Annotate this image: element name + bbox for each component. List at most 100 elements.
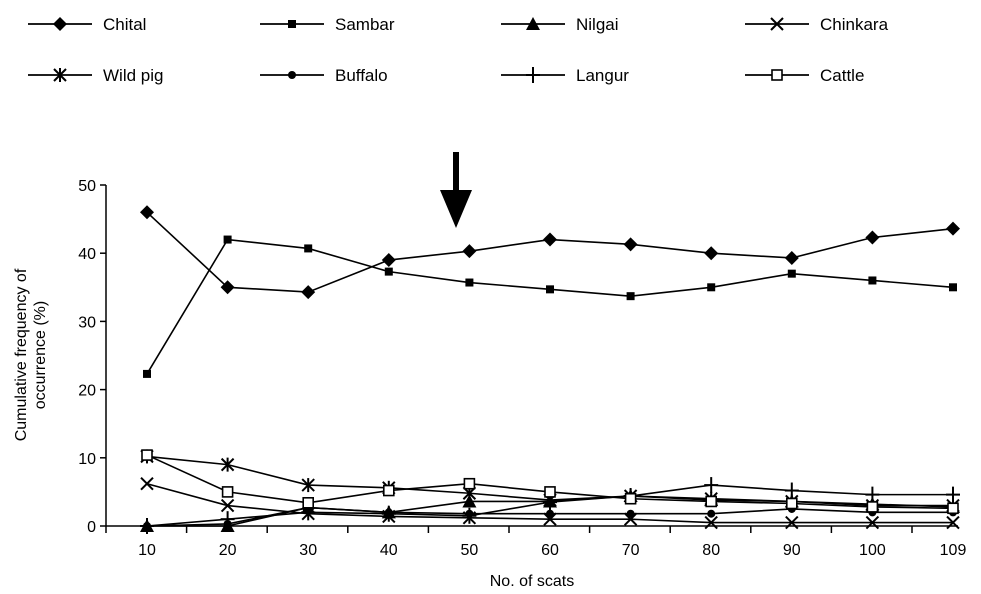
x-tick-label: 70 [622,542,640,559]
data-point [140,477,154,491]
data-point [626,509,635,518]
data-point [301,478,315,493]
data-point [784,482,799,499]
data-point [301,285,316,300]
legend-label: Chital [103,15,146,34]
annotation-arrow [440,152,472,228]
x-axis-ticks: 10 20 30 40 50 60 70 80 90 100 109 [105,526,967,559]
data-point [707,283,716,292]
data-point [544,486,556,498]
data-point [623,237,638,252]
data-point [382,484,395,497]
data-point [866,501,879,513]
legend-item-sambar: Sambar [260,15,395,34]
legend-item-chital: Chital [28,15,146,34]
legend-marker [288,71,296,79]
legend-marker [288,20,296,28]
data-point [462,494,477,508]
y-tick-label: 30 [78,314,96,331]
data-point [704,246,719,261]
data-point [785,515,799,530]
data-point [381,253,396,268]
data-point [304,244,313,253]
data-point [140,205,154,220]
data-point [865,515,880,530]
data-point [141,449,153,461]
data-point [543,232,557,247]
x-tick-label: 20 [219,542,237,559]
data-point [705,495,718,508]
data-point [623,512,638,526]
y-tick-label: 20 [78,383,96,400]
data-point [384,267,393,276]
legend-marker [53,68,67,82]
x-tick-label: 40 [380,542,398,559]
data-point [946,515,960,530]
data-point [707,509,716,518]
data-point [626,292,635,301]
x-tick-label: 30 [299,542,317,559]
data-point [220,498,235,513]
data-point [381,505,396,522]
data-point [704,477,719,494]
x-tick-label: 50 [461,542,479,559]
legend-item-nilgai: Nilgai [501,15,619,34]
data-point [947,502,959,515]
legend-item-buffalo: Buffalo [260,66,388,85]
data-point [865,230,880,245]
legend-marker [526,67,540,83]
legend-label: Buffalo [335,66,388,85]
data-point [220,511,235,528]
x-tick-label: 109 [940,542,967,559]
series-line [146,211,954,293]
legend-marker [53,17,67,31]
series-line [146,238,954,375]
data-point [462,507,477,524]
data-point [946,486,960,503]
y-axis-title-line-1: Cumulative frequency of [13,268,30,441]
data-point [546,285,554,294]
data-point [223,235,232,244]
data-point [865,486,880,503]
series-cattle [141,449,959,515]
data-point [220,457,235,472]
legend-item-chinkara: Chinkara [745,15,889,34]
data-point [462,244,477,259]
legend-marker [771,69,783,81]
data-point [221,486,234,498]
legend-label: Wild pig [103,66,163,85]
data-point [868,276,877,285]
data-point [546,509,554,518]
legend-item-cattle: Cattle [745,66,864,85]
legend-item-langur: Langur [501,66,629,85]
x-tick-label: 10 [138,542,156,559]
data-point [465,278,474,287]
data-point [302,497,315,509]
plot-area: 0 10 20 30 40 50 10 20 30 40 50 60 70 80 90 100 109 [78,152,967,559]
x-axis-title: No. of scats [490,573,574,590]
data-point [143,369,151,378]
legend: Chital Sambar Nilgai Chinkara Wild pig Buffal… [28,15,889,85]
series-chital [140,205,960,300]
x-tick-label: 80 [702,542,720,559]
series-group [140,205,960,534]
y-tick-label: 40 [78,246,96,263]
data-point [624,492,637,505]
y-tick-label: 10 [78,451,96,468]
legend-label: Sambar [335,15,395,34]
series-sambar [143,235,957,378]
legend-item-wild-pig: Wild pig [28,66,163,85]
legend-label: Nilgai [576,15,619,34]
y-tick-label: 0 [87,519,96,536]
legend-marker [770,17,784,31]
data-point [784,250,799,265]
data-point [220,280,235,295]
data-point [543,512,557,526]
x-tick-label: 90 [783,542,801,559]
x-tick-label: 60 [541,542,559,559]
legend-marker [526,17,540,30]
y-axis-title-line-2: occurrence (%) [32,301,49,409]
y-axis-ticks: 0 10 20 30 40 50 [78,178,106,536]
x-tick-label: 100 [859,542,886,559]
